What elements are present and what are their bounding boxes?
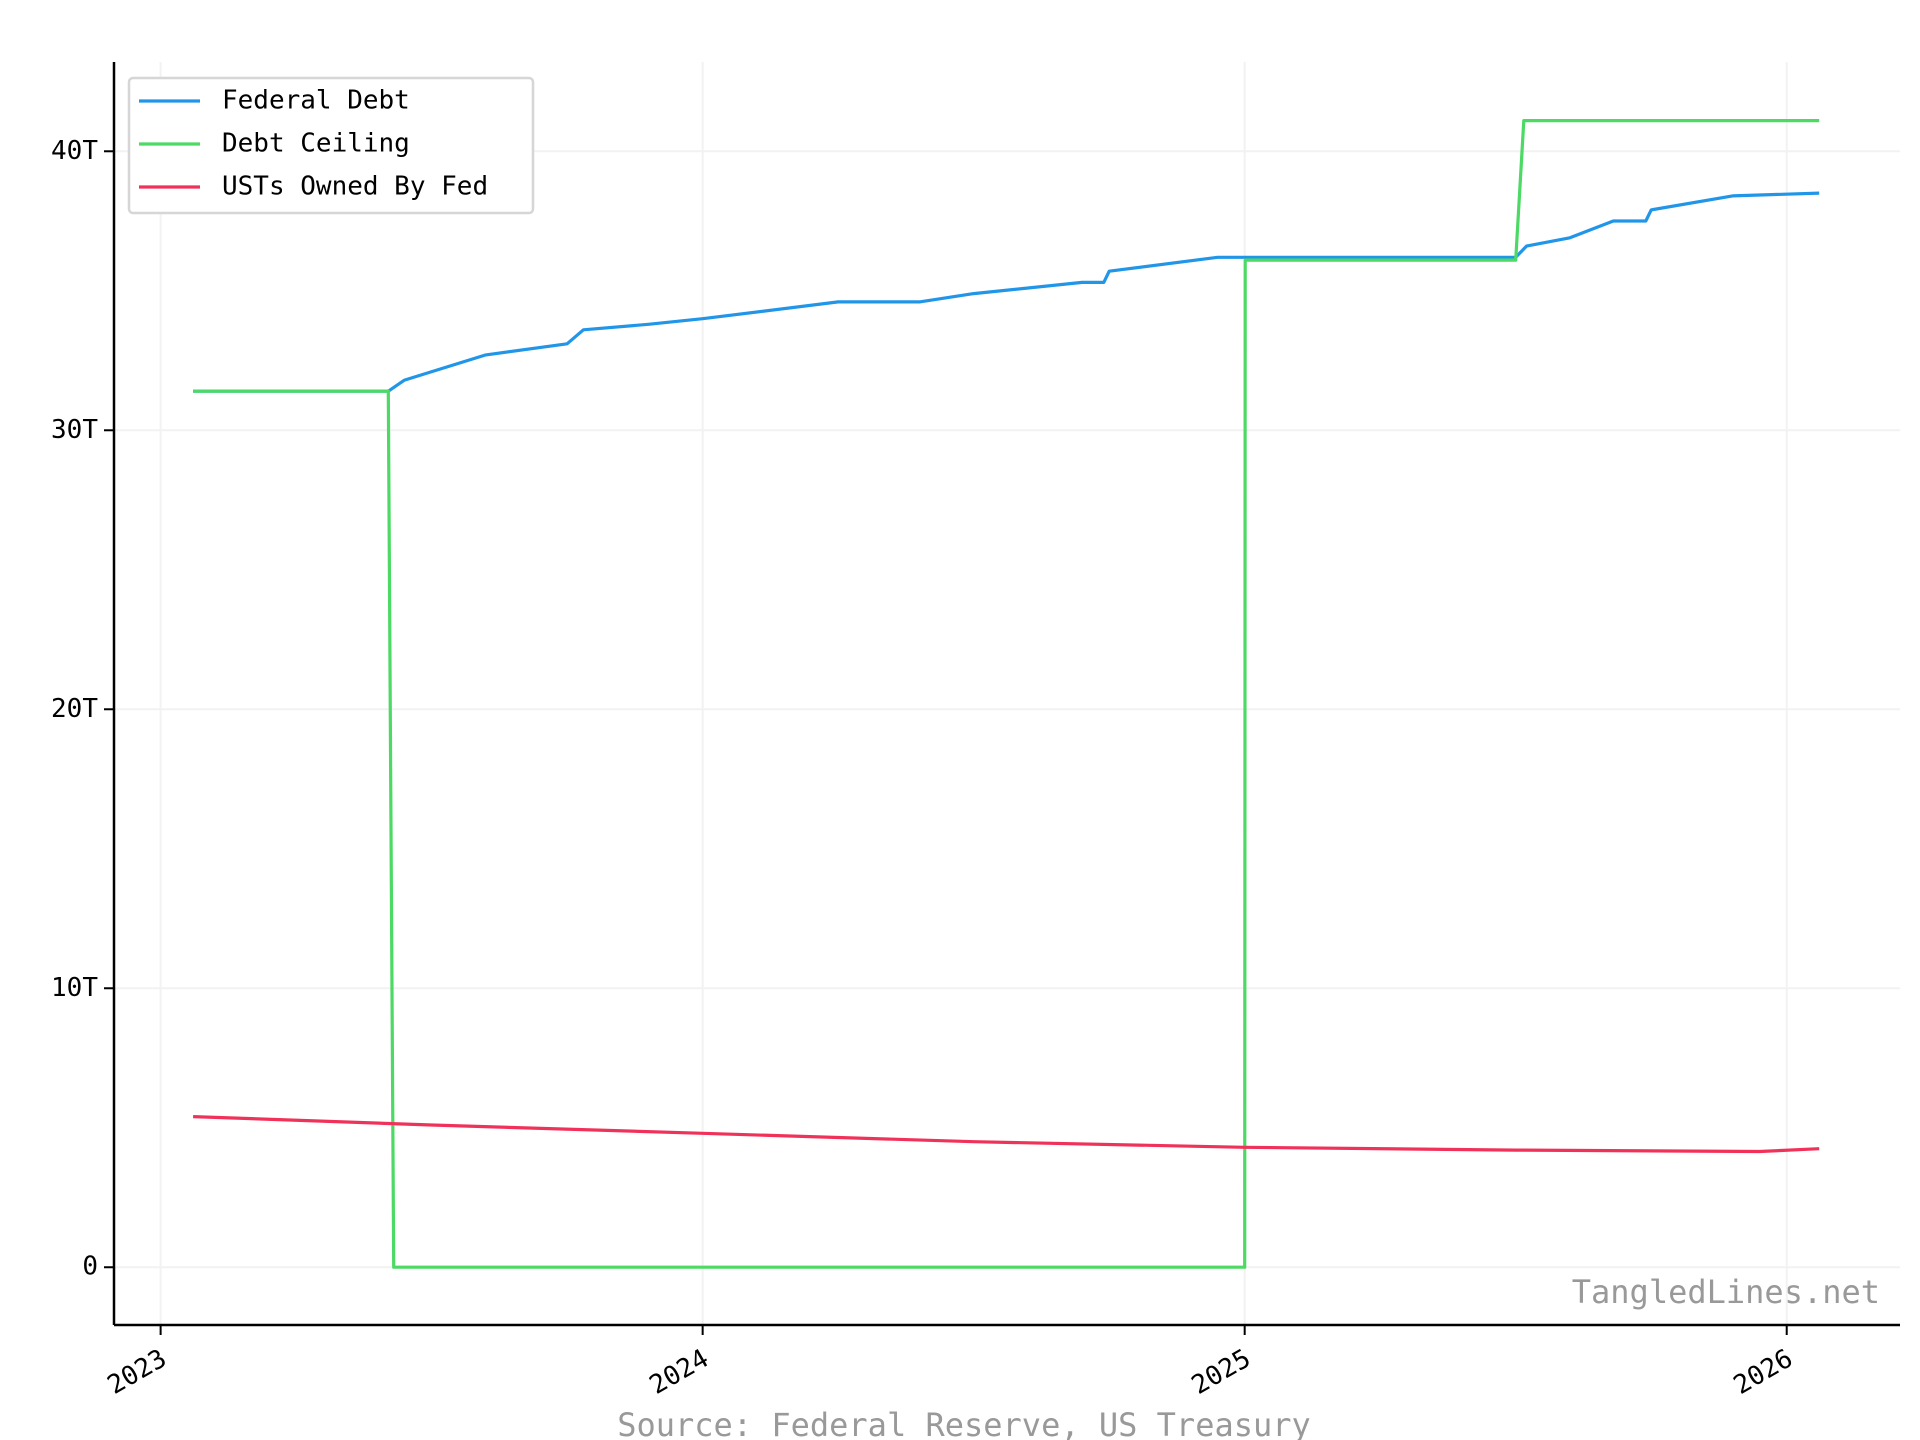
legend-label: Debt Ceiling — [222, 129, 410, 159]
x-tick-label: 2025 — [1187, 1344, 1256, 1401]
x-tick-label: 2024 — [645, 1344, 714, 1401]
x-tick-label: 2026 — [1729, 1344, 1798, 1401]
series-line — [193, 119, 1820, 1269]
series-line — [193, 1115, 1820, 1154]
watermark: TangledLines.net — [1572, 1273, 1880, 1311]
legend-label: Federal Debt — [222, 86, 410, 116]
legend-label: USTs Owned By Fed — [222, 172, 488, 202]
y-tick-label: 20T — [51, 694, 98, 724]
grid — [114, 62, 1900, 1325]
y-tick-label: 0 — [82, 1252, 98, 1282]
series-line — [193, 191, 1820, 393]
y-tick-label: 40T — [51, 136, 98, 166]
x-tick-label: 2023 — [103, 1344, 172, 1401]
y-tick-label: 30T — [51, 415, 98, 445]
legend-box — [127, 76, 535, 215]
source: Source: Federal Reserve, US Treasury — [617, 1406, 1311, 1440]
legend: Federal Debt Debt Ceiling USTs Owned By Fe… — [127, 76, 535, 215]
y-tick-label: 10T — [51, 973, 98, 1003]
